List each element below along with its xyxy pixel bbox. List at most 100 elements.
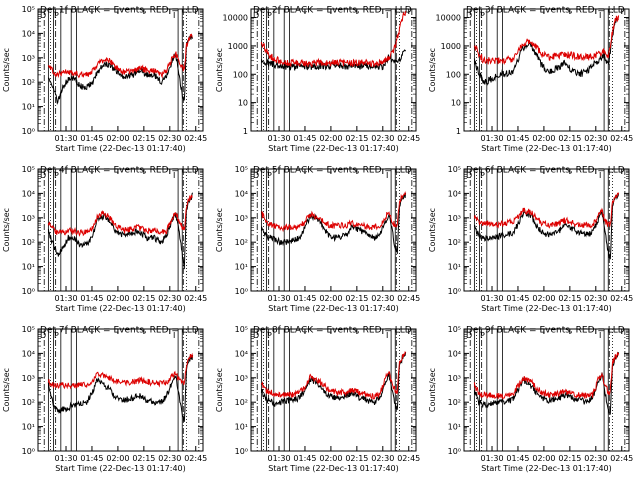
x-tick-label: 01:45 xyxy=(506,454,529,463)
x-axis-label: Start Time (22-Dec-13 01:17:40) xyxy=(481,464,612,473)
x-axis-label: Start Time (22-Dec-13 01:17:40) xyxy=(55,304,186,313)
x-tick-label: 02:00 xyxy=(532,134,555,143)
x-tick-label: 02:30 xyxy=(371,134,394,143)
plot-frame xyxy=(37,328,204,452)
corner-label: P xyxy=(480,331,485,340)
plot-frame xyxy=(37,168,204,292)
x-tick-label: 02:15 xyxy=(558,454,581,463)
corner-label: I xyxy=(599,331,601,340)
y-tick-label: 10000 xyxy=(223,14,248,23)
corner-label: I xyxy=(386,11,388,20)
x-tick-label: 02:45 xyxy=(184,134,207,143)
series-lld xyxy=(473,15,620,66)
chart-title: Det 9f BLACK = Events, RED = LLD xyxy=(466,326,625,336)
corner-label: I xyxy=(599,171,601,180)
y-tick-label: 10² xyxy=(22,398,35,407)
corner-label: I xyxy=(386,171,388,180)
x-tick-label: 02:00 xyxy=(106,294,129,303)
plot-frame xyxy=(250,328,417,452)
chart-title: Det 7f BLACK = Events, RED = LLD xyxy=(40,326,199,336)
y-axis-label: Counts/sec xyxy=(215,208,224,252)
series-lld xyxy=(261,190,407,233)
series-events xyxy=(260,192,407,254)
y-axis-label: Counts/sec xyxy=(215,368,224,412)
y-tick-label: 10⁰ xyxy=(235,447,248,456)
x-tick-label: 01:30 xyxy=(54,454,77,463)
series-lld xyxy=(47,194,193,237)
y-tick-label: 10³ xyxy=(22,54,35,63)
y-axis-label: Counts/sec xyxy=(2,368,11,412)
y-axis-label: Counts/sec xyxy=(215,48,224,92)
x-tick-label: 01:45 xyxy=(506,134,529,143)
y-tick-label: 10³ xyxy=(448,214,461,223)
corner-label: P xyxy=(480,171,485,180)
x-tick-label: 02:15 xyxy=(345,454,368,463)
x-tick-label: 02:00 xyxy=(106,454,129,463)
y-tick-label: 10³ xyxy=(235,214,248,223)
y-tick-label: 10¹ xyxy=(22,423,35,432)
corner-label: D xyxy=(253,171,259,180)
series-events xyxy=(48,34,194,105)
x-axis-label: Start Time (22-Dec-13 01:17:40) xyxy=(268,464,399,473)
chart-title: Det 4f BLACK = Events, RED = LLD xyxy=(40,166,199,176)
y-tick-label: 10¹ xyxy=(235,423,248,432)
x-tick-label: 02:00 xyxy=(532,294,555,303)
corner-label: P xyxy=(54,331,59,340)
y-tick-label: 10³ xyxy=(448,374,461,383)
y-tick-label: 10³ xyxy=(22,374,35,383)
series-events xyxy=(473,17,619,87)
series-lld xyxy=(473,351,620,400)
y-tick-label: 10¹ xyxy=(22,103,35,112)
y-tick-label: 10⁵ xyxy=(22,165,35,174)
x-tick-label: 02:30 xyxy=(158,134,181,143)
y-tick-label: 100 xyxy=(446,70,461,79)
corner-label: P xyxy=(54,11,59,20)
y-tick-label: 10¹ xyxy=(448,263,461,272)
x-tick-label: 02:30 xyxy=(158,454,181,463)
x-tick-label: 01:45 xyxy=(506,294,529,303)
y-tick-label: 10² xyxy=(235,238,248,247)
x-tick-label: 02:15 xyxy=(345,294,368,303)
y-tick-label: 10² xyxy=(22,78,35,87)
x-axis-label: Start Time (22-Dec-13 01:17:40) xyxy=(268,144,399,153)
y-tick-label: 10² xyxy=(448,398,461,407)
x-tick-label: 02:30 xyxy=(584,134,607,143)
x-tick-label: 02:30 xyxy=(584,454,607,463)
y-tick-label: 10⁵ xyxy=(448,165,461,174)
plot-frame xyxy=(463,328,630,452)
series-lld xyxy=(260,350,407,400)
series-events xyxy=(473,193,620,260)
y-tick-label: 10⁰ xyxy=(235,287,248,296)
y-tick-label: 10⁰ xyxy=(22,287,35,296)
plot-frame xyxy=(37,8,204,132)
y-axis-label: Counts/sec xyxy=(2,208,11,252)
y-tick-label: 10⁴ xyxy=(448,349,461,358)
x-tick-label: 02:45 xyxy=(184,454,207,463)
y-tick-label: 1000 xyxy=(441,42,461,51)
corner-label: I xyxy=(386,331,388,340)
plot-frame xyxy=(463,168,630,292)
x-tick-label: 01:45 xyxy=(293,134,316,143)
y-tick-label: 10 xyxy=(451,99,461,108)
corner-label: D xyxy=(40,11,46,20)
corner-label: I xyxy=(173,171,175,180)
y-tick-label: 10³ xyxy=(22,214,35,223)
y-tick-label: 10² xyxy=(235,398,248,407)
x-tick-label: 01:30 xyxy=(54,294,77,303)
x-tick-label: 01:30 xyxy=(267,454,290,463)
x-tick-label: 02:45 xyxy=(397,294,420,303)
plot-frame xyxy=(250,8,417,132)
corner-label: P xyxy=(267,171,272,180)
corner-label: I xyxy=(173,331,175,340)
corner-label: I xyxy=(599,11,601,20)
series-lld xyxy=(47,33,193,79)
series-lld xyxy=(47,352,194,390)
x-tick-label: 02:00 xyxy=(106,134,129,143)
x-tick-label: 02:45 xyxy=(610,454,633,463)
